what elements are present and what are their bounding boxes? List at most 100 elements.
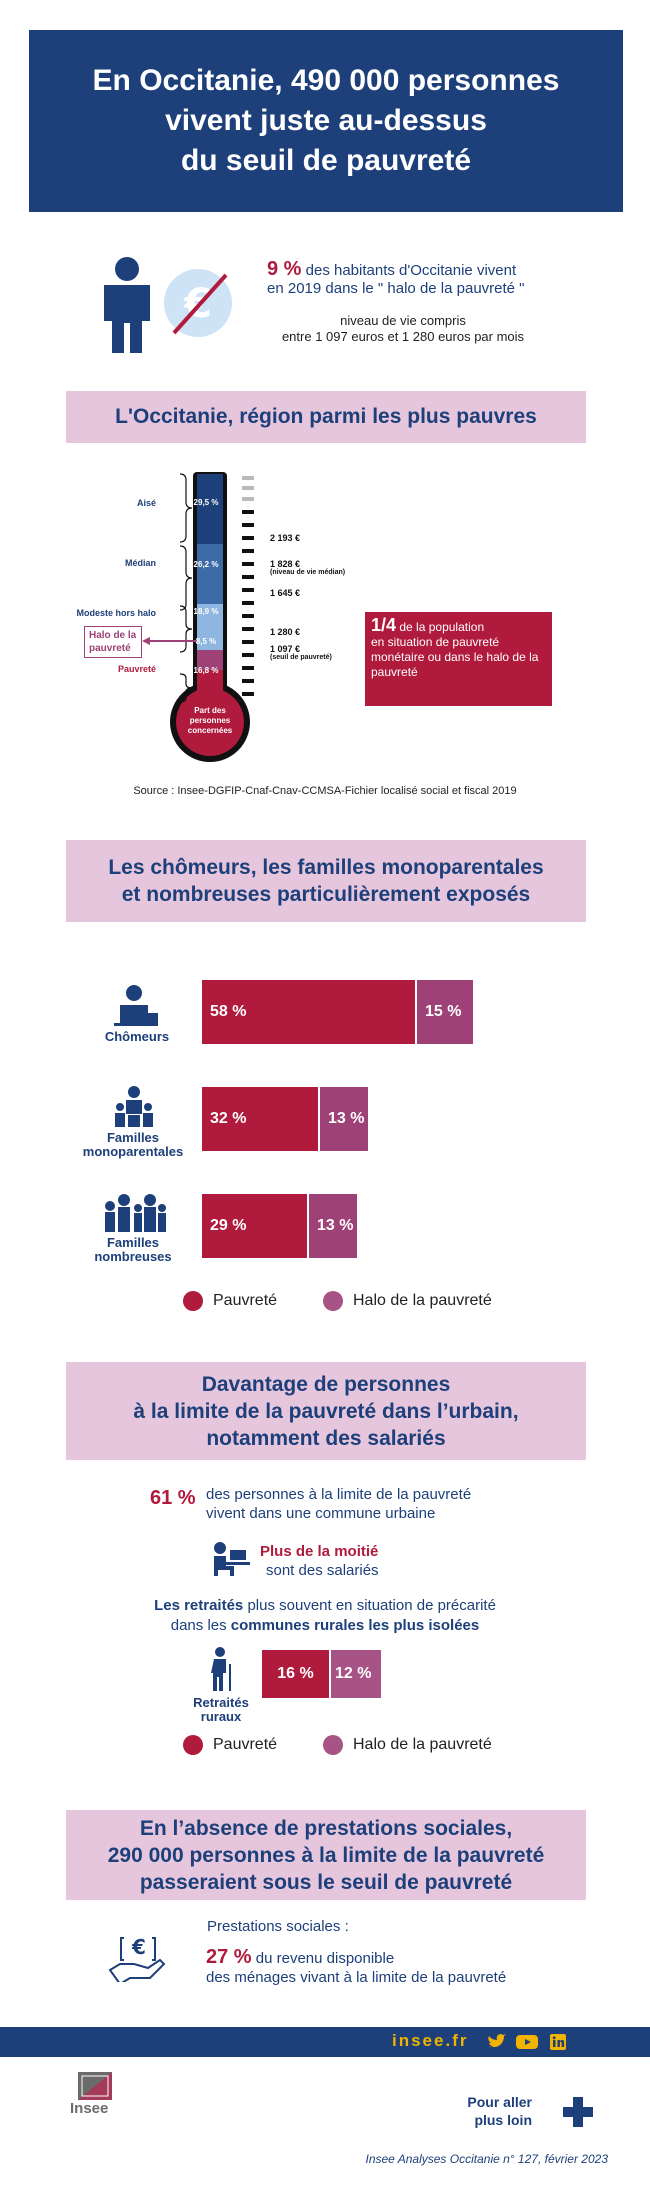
- salaries-bold: Plus de la moitié: [260, 1543, 379, 1560]
- large-family-icon: [105, 1194, 166, 1232]
- section3-title-line2: à la limite de la pauvreté dans l’urbain…: [133, 1399, 519, 1423]
- prestations-text2: des ménages vivant à la limite de la pau…: [206, 1969, 507, 1986]
- section4-title-line2: 290 000 personnes à la limite de la pauv…: [107, 1843, 545, 1867]
- label-pauvrete: Pauvreté: [117, 664, 156, 674]
- share-median: 26,2 %: [193, 560, 219, 569]
- intro-sub2: entre 1 097 euros et 1 280 euros par moi…: [281, 329, 525, 344]
- euro-4: 1 280 €: [270, 627, 301, 637]
- legend2-pauvrete-label: Pauvreté: [213, 1736, 278, 1753]
- retraites-bold2: communes rurales les plus isolées: [230, 1617, 480, 1634]
- prestations-text1: du revenu disponible: [255, 1950, 395, 1967]
- bar-nombreuses-halo: 13 %: [309, 1194, 357, 1258]
- publication-ref: Insee Analyses Occitanie n° 127, février…: [365, 2152, 609, 2166]
- retiree-icon: [211, 1647, 231, 1691]
- label-modeste: Modeste hors halo: [76, 608, 156, 618]
- insee-site-link[interactable]: insee.fr: [392, 2031, 469, 2050]
- category-monoparentales: Familles monoparentales: [68, 1131, 198, 1159]
- bar-retraites-pauvrete: 16 %: [262, 1650, 329, 1698]
- share-halo: 8,5 %: [195, 637, 217, 646]
- insee-logo-text: Insee: [70, 2100, 109, 2117]
- retraites-ruraux-line1: Retraités: [193, 1695, 249, 1710]
- euro-2-note: (niveau de vie médian): [270, 569, 346, 576]
- svg-text:€: €: [131, 1935, 146, 1959]
- callout-text2: en situation de pauvreté monétaire ou da…: [371, 635, 539, 679]
- euro-3: 1 645 €: [270, 588, 301, 598]
- section4-title-line3: passeraient sous le seuil de pauvreté: [139, 1870, 513, 1894]
- urban-text1: des personnes à la limite de la pauvreté: [206, 1486, 472, 1503]
- category-nombreuses: Familles nombreuses: [68, 1236, 198, 1264]
- plus-icon[interactable]: [562, 2096, 594, 2128]
- thermometer: [170, 472, 254, 762]
- urban-text: des personnes à la limite de la pauvreté…: [206, 1485, 471, 1523]
- label-halo: Halo de la pauvreté: [84, 626, 142, 658]
- euro-5: 1 097 € (seuil de pauvreté): [270, 644, 332, 661]
- share-aise: 29,5 %: [193, 498, 219, 507]
- person-icon: [104, 257, 150, 353]
- bar-monoparentales-halo: 13 %: [320, 1087, 368, 1151]
- urban-text2: vivent dans une commune urbaine: [206, 1505, 436, 1522]
- label-aise: Aisé: [136, 498, 156, 508]
- category-retraites-ruraux: Retraités ruraux: [180, 1696, 262, 1724]
- retraites-ruraux-line2: ruraux: [200, 1709, 242, 1724]
- intro-text2: en 2019 dans le " halo de la pauvreté ": [267, 280, 525, 297]
- salaries-text: Plus de la moitié sont des salariés: [260, 1542, 379, 1580]
- section2-title-line1: Les chômeurs, les familles monoparentale…: [108, 856, 544, 879]
- prestations-label: Prestations sociales :: [207, 1918, 349, 1935]
- single-parent-family-icon: [115, 1086, 153, 1127]
- bar-monoparentales-pauvrete: 32 %: [202, 1087, 318, 1151]
- section3-title-line3: notamment des salariés: [206, 1426, 446, 1450]
- retraites-text1: plus souvent en situation de précarité: [243, 1597, 496, 1614]
- intro-pct: 9 %: [267, 258, 302, 280]
- section2-title: Les chômeurs, les familles monoparentale…: [66, 840, 586, 922]
- euro-5-value: 1 097 €: [270, 644, 301, 654]
- legend2-pauvrete-swatch: [183, 1735, 203, 1755]
- retraites-text: Les retraités plus souvent en situation …: [0, 1596, 650, 1636]
- retraites-bold1: Les retraités: [154, 1597, 244, 1614]
- linkedin-icon[interactable]: [550, 2034, 566, 2050]
- section4-title-line1: En l’absence de prestations sociales,: [139, 1816, 513, 1840]
- source: Source : Insee-DGFIP-Cnaf-Cnav-CCMSA-Fic…: [133, 785, 517, 797]
- legend-halo-label: Halo de la pauvreté: [353, 1292, 492, 1309]
- legend-pauvrete-swatch: [183, 1291, 203, 1311]
- insee-logo: [78, 2072, 112, 2100]
- twitter-icon[interactable]: [488, 2034, 506, 2050]
- bar-chomeurs-pauvrete: 58 %: [202, 980, 415, 1044]
- youtube-icon[interactable]: [516, 2034, 538, 2050]
- urban-pct: 61 %: [150, 1487, 196, 1510]
- callout-big: 1/4: [371, 615, 397, 635]
- retraites-text2: dans les: [170, 1617, 231, 1634]
- intro-text1: des habitants d'Occitanie vivent: [305, 262, 517, 279]
- section1-title-text: L'Occitanie, région parmi les plus pauvr…: [115, 405, 537, 428]
- category-monoparentales-line2: monoparentales: [82, 1144, 184, 1159]
- worker-at-desk-icon: [214, 1542, 250, 1576]
- no-euro-icon: €: [164, 269, 232, 337]
- euro-2: 1 828 € (niveau de vie médian): [270, 559, 345, 576]
- share-pauvrete: 16,8 %: [193, 666, 219, 675]
- bar-nombreuses-pauvrete: 29 %: [202, 1194, 307, 1258]
- intro-sub1: niveau de vie compris: [340, 313, 466, 328]
- more-line2: plus loin: [474, 2112, 532, 2128]
- legend2-halo-swatch: [323, 1735, 343, 1755]
- prestations-pct: 27 %: [206, 1946, 252, 1968]
- category-chomeurs: Chômeurs: [104, 1029, 170, 1044]
- bulb-text: Part des personnes concernées: [187, 706, 233, 735]
- bar-chomeurs-halo: 15 %: [417, 980, 473, 1044]
- euro-5-note: (seuil de pauvreté): [270, 654, 332, 661]
- more-link[interactable]: Pour aller plus loin: [452, 2093, 532, 2129]
- euro-2-value: 1 828 €: [270, 559, 301, 569]
- label-median: Médian: [124, 558, 156, 568]
- halo-arrow-icon: [142, 637, 196, 645]
- bar-retraites-halo: 12 %: [331, 1650, 381, 1698]
- hand-euro-icon: €: [108, 1935, 166, 1982]
- unemployed-icon: [114, 985, 158, 1026]
- header-banner: En Occitanie, 490 000 personnes vivent j…: [29, 30, 623, 212]
- header-title-line1: En Occitanie, 490 000 personnes: [92, 64, 560, 97]
- category-nombreuses-line1: Familles: [106, 1235, 160, 1250]
- intro-sub: niveau de vie compris entre 1 097 euros …: [268, 313, 538, 345]
- section4-title: En l’absence de prestations sociales, 29…: [66, 1810, 586, 1900]
- salaries-rest: sont des salariés: [266, 1562, 379, 1579]
- category-monoparentales-line1: Familles: [106, 1130, 160, 1145]
- header-title-line2: vivent juste au-dessus: [165, 104, 487, 137]
- more-line1: Pour aller: [467, 2094, 532, 2110]
- category-nombreuses-line2: nombreuses: [94, 1249, 172, 1264]
